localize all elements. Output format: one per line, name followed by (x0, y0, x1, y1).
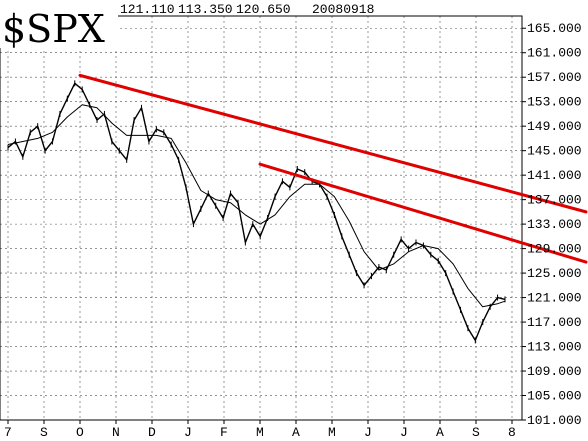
trendline-layer (78, 73, 588, 264)
x-tick-label: F (220, 425, 228, 440)
y-tick-label: 165.000 (527, 21, 582, 36)
plot-frame (0, 15, 523, 421)
y-tick-label: 149.000 (527, 119, 582, 134)
price-line (7, 82, 506, 342)
y-tick-label: 133.000 (527, 217, 582, 232)
y-axis: 165.000 161.000 157.000 153.000 149.000 145.0… (522, 21, 582, 428)
header-date: 20080918 (312, 2, 374, 17)
y-tick-label: 125.000 (527, 266, 582, 281)
x-tick-label: J (184, 425, 192, 440)
series-layer (7, 80, 506, 344)
x-tick-label: 7 (4, 425, 12, 440)
header-value-3: 120.650 (236, 2, 291, 17)
x-tick-label: S (40, 425, 48, 440)
x-tick-label: J (364, 425, 372, 440)
x-tick-label: N (112, 425, 120, 440)
x-tick-label: S (472, 425, 480, 440)
y-tick-label: 109.000 (527, 364, 582, 379)
header-value-2: 113.350 (178, 2, 233, 17)
x-tick-label: A (292, 425, 300, 440)
moving-average-line (7, 104, 506, 308)
y-tick-label: 105.000 (527, 389, 582, 404)
chart-title: $SPX (2, 7, 105, 51)
trendline (78, 73, 588, 214)
x-tick-label: A (436, 425, 444, 440)
y-tick-label: 121.000 (527, 291, 582, 306)
x-tick-label: M (328, 425, 336, 440)
y-tick-label: 141.000 (527, 168, 582, 183)
y-tick-label: 117.000 (527, 315, 582, 330)
x-tick-label: J (400, 425, 408, 440)
x-tick-label: O (76, 425, 84, 440)
y-tick-label: 145.000 (527, 144, 582, 159)
grid (0, 16, 522, 421)
y-tick-label: 137.000 (527, 193, 582, 208)
title-backdrop (0, 0, 118, 48)
x-tick-label: D (148, 425, 156, 440)
y-tick-label: 161.000 (527, 46, 582, 61)
y-tick-label: 129.000 (527, 242, 582, 257)
trendline (258, 162, 588, 264)
header-value-1: 121.110 (120, 2, 175, 17)
x-tick-label: 8 (508, 425, 516, 440)
y-tick-label: 157.000 (527, 70, 582, 85)
y-tick-label: 153.000 (527, 95, 582, 110)
y-tick-label: 101.000 (527, 413, 582, 428)
y-tick-label: 113.000 (527, 340, 582, 355)
x-axis: 7 S O N D J F M A M J J A S 8 (4, 420, 516, 440)
x-tick-label: M (256, 425, 264, 440)
